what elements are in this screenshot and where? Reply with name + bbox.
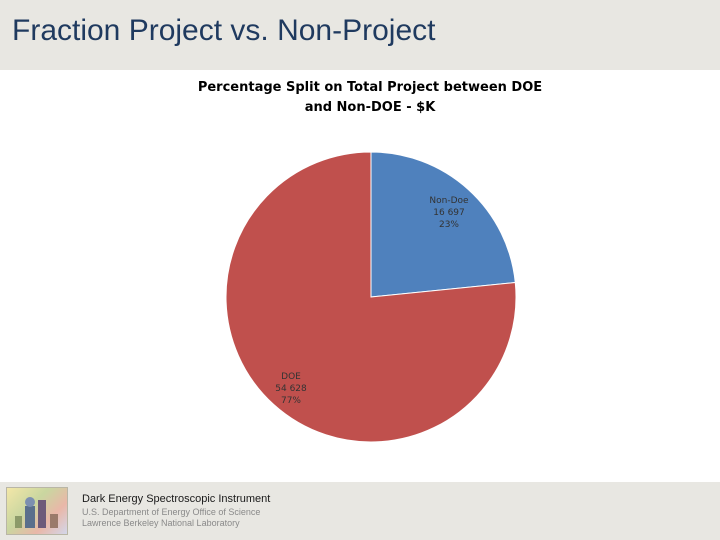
slide-title: Fraction Project vs. Non-Project	[12, 14, 436, 47]
pie-label-line: DOE	[281, 372, 301, 382]
pie-label-line: 16 697	[433, 208, 465, 218]
chart-title-line-2: and Non-DOE - $K	[304, 100, 436, 115]
chart-title-line-1: Percentage Split on Total Project betwee…	[197, 80, 543, 95]
pie-label-line: Non-Doe	[429, 196, 469, 206]
footer-doe-office: U.S. Department of Energy Office of Scie…	[82, 507, 261, 517]
pie-slices	[225, 151, 517, 443]
pie-label-doe: DOE 54 628 77%	[275, 372, 307, 406]
pie-slice-non-doe	[370, 151, 516, 298]
footer-institute-name: Dark Energy Spectroscopic Instrument	[82, 493, 271, 505]
footer-lab-name: Lawrence Berkeley National Laboratory	[82, 518, 240, 528]
title-bar: Fraction Project vs. Non-Project	[0, 0, 720, 70]
pie-chart: Non-Doe 16 697 23% DOE 54 628 77%	[225, 151, 517, 443]
pie-label-line: 54 628	[275, 384, 307, 394]
lab-logo-icon	[6, 487, 68, 535]
footer: Dark Energy Spectroscopic Instrument U.S…	[0, 482, 720, 540]
pie-label-line: 77%	[281, 396, 301, 406]
pie-label-line: 23%	[439, 220, 459, 230]
pie-label-non-doe: Non-Doe 16 697 23%	[429, 196, 469, 230]
pie-labels: Non-Doe 16 697 23% DOE 54 628 77%	[275, 196, 469, 406]
chart-title: Percentage Split on Total Project betwee…	[150, 78, 590, 118]
pie-slice-doe	[225, 151, 517, 443]
